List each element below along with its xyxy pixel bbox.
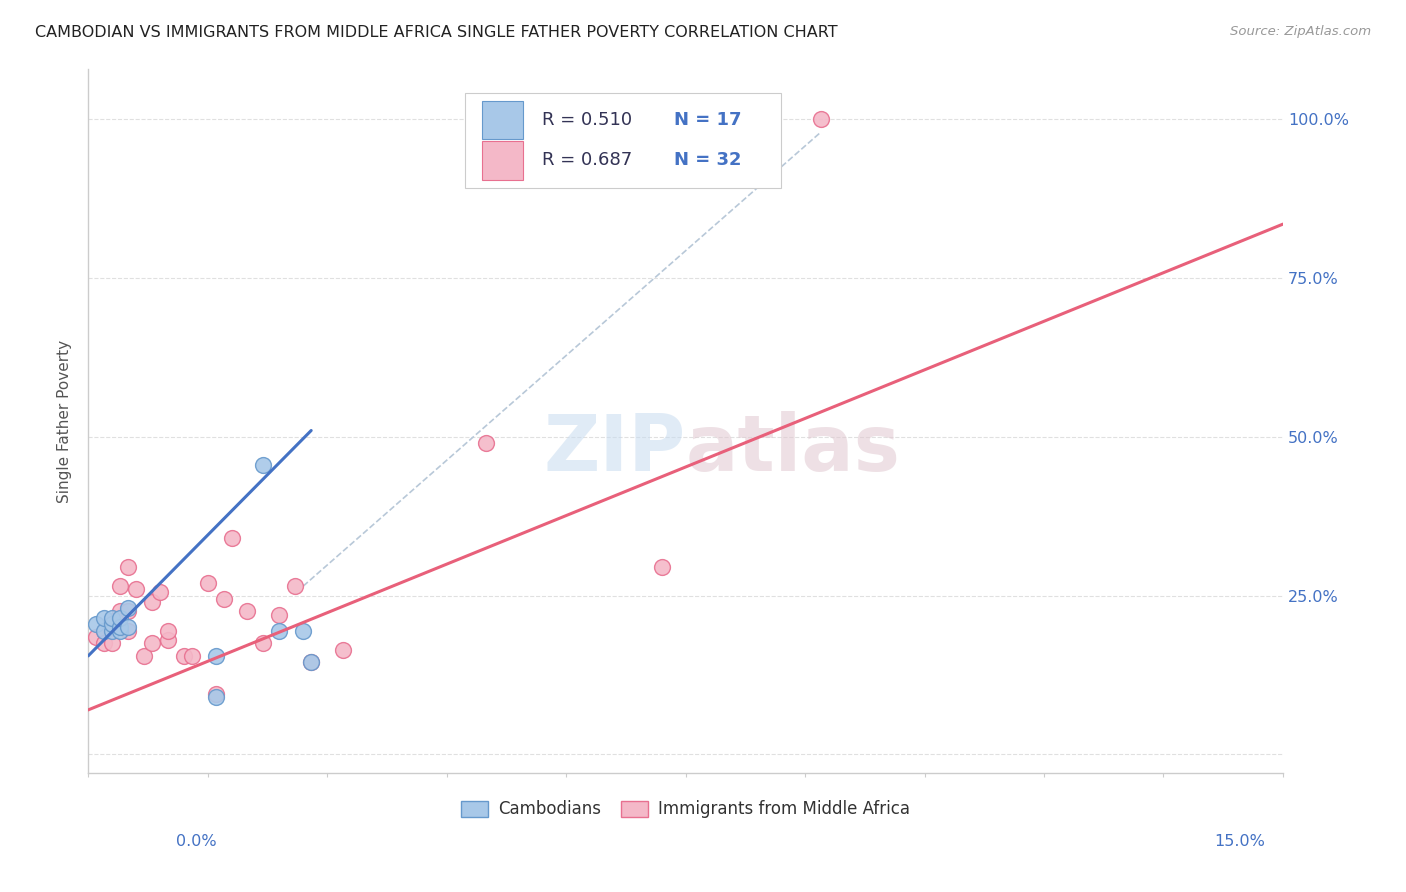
Point — [117, 624, 139, 638]
Point — [101, 624, 124, 638]
Point — [284, 579, 307, 593]
Point — [236, 605, 259, 619]
Point — [125, 582, 148, 597]
Point — [141, 595, 163, 609]
Text: 15.0%: 15.0% — [1215, 834, 1265, 849]
Point — [108, 611, 131, 625]
Point — [651, 560, 673, 574]
Point — [101, 614, 124, 628]
Point — [299, 655, 322, 669]
Point — [108, 579, 131, 593]
Text: CAMBODIAN VS IMMIGRANTS FROM MIDDLE AFRICA SINGLE FATHER POVERTY CORRELATION CHA: CAMBODIAN VS IMMIGRANTS FROM MIDDLE AFRI… — [35, 25, 838, 40]
Point — [108, 605, 131, 619]
Text: ZIP: ZIP — [543, 411, 686, 487]
Point — [132, 648, 155, 663]
Point — [93, 611, 115, 625]
Point — [810, 112, 832, 127]
Point — [149, 585, 172, 599]
Point — [173, 648, 195, 663]
Point — [252, 458, 274, 473]
Point — [269, 624, 291, 638]
Point — [252, 636, 274, 650]
Point — [156, 624, 179, 638]
Point — [269, 607, 291, 622]
Point — [101, 617, 124, 632]
Point — [299, 655, 322, 669]
Point — [108, 624, 131, 638]
Point — [93, 624, 115, 638]
Point — [117, 601, 139, 615]
Y-axis label: Single Father Poverty: Single Father Poverty — [58, 340, 72, 502]
Point — [197, 575, 219, 590]
Point — [475, 436, 498, 450]
Point — [84, 630, 107, 644]
FancyBboxPatch shape — [482, 141, 523, 179]
Point — [117, 560, 139, 574]
Text: N = 17: N = 17 — [673, 111, 741, 129]
FancyBboxPatch shape — [464, 93, 782, 188]
Point — [204, 648, 226, 663]
Point — [212, 591, 235, 606]
Point — [204, 690, 226, 705]
Text: R = 0.687: R = 0.687 — [543, 151, 633, 169]
Text: Source: ZipAtlas.com: Source: ZipAtlas.com — [1230, 25, 1371, 38]
Point — [101, 611, 124, 625]
Point — [93, 624, 115, 638]
Point — [108, 620, 131, 634]
Text: 0.0%: 0.0% — [176, 834, 217, 849]
Point — [221, 532, 243, 546]
Point — [292, 624, 315, 638]
Legend: Cambodians, Immigrants from Middle Africa: Cambodians, Immigrants from Middle Afric… — [454, 794, 917, 825]
Text: atlas: atlas — [686, 411, 900, 487]
Point — [204, 687, 226, 701]
Point — [156, 633, 179, 648]
Text: N = 32: N = 32 — [673, 151, 741, 169]
Point — [84, 617, 107, 632]
Point — [141, 636, 163, 650]
Point — [332, 642, 354, 657]
Point — [180, 648, 202, 663]
Text: R = 0.510: R = 0.510 — [543, 111, 633, 129]
Point — [93, 636, 115, 650]
Point — [101, 636, 124, 650]
Point — [117, 605, 139, 619]
Point — [117, 620, 139, 634]
FancyBboxPatch shape — [482, 101, 523, 139]
